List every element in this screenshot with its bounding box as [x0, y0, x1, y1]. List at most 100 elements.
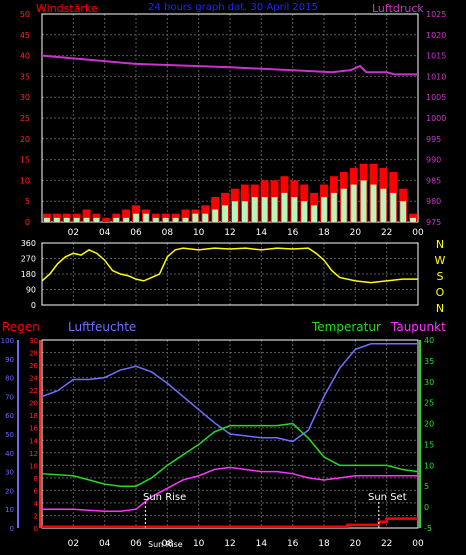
rain-y-tick: 0 — [34, 525, 38, 533]
rain-y-tick: 4 — [34, 500, 39, 508]
wind-speed-bar — [390, 192, 397, 222]
wind-speed-bar — [360, 180, 367, 222]
wind-speed-bar — [271, 197, 278, 222]
wind-speed-bar — [192, 213, 199, 222]
rain-y-tick: 24 — [29, 375, 38, 383]
rain-y-tick: 6 — [34, 487, 39, 495]
wind-y-tick: 10 — [20, 176, 30, 185]
wind-x-tick: 20 — [350, 228, 362, 238]
humidity-y-tick: 80 — [5, 375, 14, 383]
wind-speed-bar — [410, 217, 416, 222]
series-line-temperatur — [41, 422, 419, 487]
pressure-y-tick: 1015 — [426, 52, 446, 61]
climate-x-tick: 04 — [99, 539, 111, 549]
climate-x-tick: 20 — [350, 539, 362, 549]
climate-x-tick: 18 — [318, 539, 330, 549]
direction-y-tick: 270 — [21, 255, 36, 264]
wind-x-tick: 22 — [381, 228, 392, 238]
rain-y-tick: 26 — [29, 362, 38, 370]
rain-label: Regen — [2, 320, 40, 334]
rain-y-tick: 18 — [29, 412, 38, 420]
climate-x-tick: 02 — [68, 539, 79, 549]
wind-x-tick: 14 — [256, 228, 268, 238]
humidity-y-tick: 10 — [5, 506, 14, 514]
humidity-y-tick: 0 — [10, 525, 14, 533]
wind-speed-bar — [261, 197, 268, 222]
temp-y-tick: 5 — [424, 482, 429, 491]
wind-y-tick: 30 — [20, 93, 30, 102]
temperature-label: Temperatur — [311, 320, 381, 334]
wind-speed-bar — [73, 217, 80, 222]
wind-speed-bar — [152, 217, 159, 222]
wind-y-tick: 50 — [20, 10, 30, 19]
temp-y-tick: 15 — [424, 440, 434, 449]
wind-speed-bar — [172, 217, 179, 222]
sunset-label: Sun Set — [368, 492, 407, 503]
wind-speed-bar — [232, 201, 238, 222]
rain-y-tick: 30 — [29, 337, 38, 345]
wind-speed-bar — [113, 217, 120, 222]
humidity-y-tick: 20 — [5, 487, 14, 495]
rain-y-tick: 8 — [34, 475, 38, 483]
sunrise-axis-label: Sun Rise — [148, 540, 183, 549]
wind-speed-bar — [123, 217, 130, 222]
pressure-y-tick: 1025 — [426, 10, 446, 19]
wind-speed-bar — [291, 197, 298, 222]
temp-y-tick: 35 — [424, 357, 434, 366]
pressure-y-tick: 1020 — [426, 31, 446, 40]
rain-y-tick: 28 — [29, 350, 38, 358]
wind-panel: 0510152025303540455097598098599099510001… — [20, 10, 447, 238]
wind-speed-bar — [182, 217, 189, 222]
wind-speed-bar — [340, 188, 347, 222]
humidity-y-tick: 100 — [1, 337, 14, 345]
wind-x-tick: 18 — [318, 228, 330, 238]
humidity-y-tick: 60 — [5, 412, 14, 420]
direction-y-tick: 90 — [26, 286, 36, 295]
chart-title: 24 hours graph dat. 30 April 2015 — [148, 2, 318, 13]
climate-panel-border — [41, 339, 419, 529]
wind-speed-bar — [321, 197, 327, 222]
wind-speed-bar — [301, 201, 308, 222]
direction-y-tick: 0 — [31, 301, 36, 310]
rain-y-tick: 12 — [29, 450, 38, 458]
wind-speed-bar — [400, 201, 407, 222]
wind-y-tick: 5 — [25, 197, 30, 206]
wind-speed-bar — [281, 192, 288, 222]
direction-panel-border — [41, 242, 419, 306]
pressure-line — [41, 54, 418, 76]
wind-y-tick: 15 — [20, 156, 30, 165]
climate-x-tick: 16 — [287, 539, 299, 549]
wind-speed-bar — [311, 205, 318, 222]
temp-y-tick: 40 — [424, 336, 434, 345]
wind-speed-bar — [380, 188, 387, 222]
wind-speed-bar — [133, 213, 139, 222]
temp-y-tick: 20 — [424, 420, 434, 429]
direction-letter: N — [436, 238, 444, 251]
rain-y-tick: 22 — [29, 387, 38, 395]
rain-y-tick: 16 — [29, 425, 38, 433]
temp-y-tick: 0 — [424, 503, 429, 512]
wind-y-tick: 25 — [20, 114, 30, 123]
humidity-y-tick: 90 — [5, 356, 14, 364]
humidity-label: Luftfeuchte — [68, 320, 136, 334]
climate-x-tick: 06 — [130, 539, 142, 549]
wind-y-tick: 45 — [20, 31, 30, 40]
rain-y-tick: 2 — [34, 512, 38, 520]
direction-letter: O — [436, 286, 445, 299]
pressure-y-tick: 980 — [426, 197, 441, 206]
wind-speed-bar — [241, 201, 248, 222]
temp-y-tick: 30 — [424, 378, 434, 387]
climate-x-tick: 22 — [381, 539, 392, 549]
wind-gust-bar — [122, 209, 131, 222]
dewpoint-label: Taupunkt — [390, 320, 446, 334]
direction-y-tick: 360 — [21, 239, 36, 248]
wind-x-tick: 10 — [193, 228, 205, 238]
wind-speed-bar — [330, 192, 337, 222]
temp-y-tick: 10 — [424, 461, 434, 470]
humidity-y-tick: 70 — [5, 393, 14, 401]
humidity-y-tick: 40 — [5, 450, 14, 458]
pressure-y-tick: 1010 — [426, 72, 446, 81]
wind-y-tick: 35 — [20, 72, 30, 81]
